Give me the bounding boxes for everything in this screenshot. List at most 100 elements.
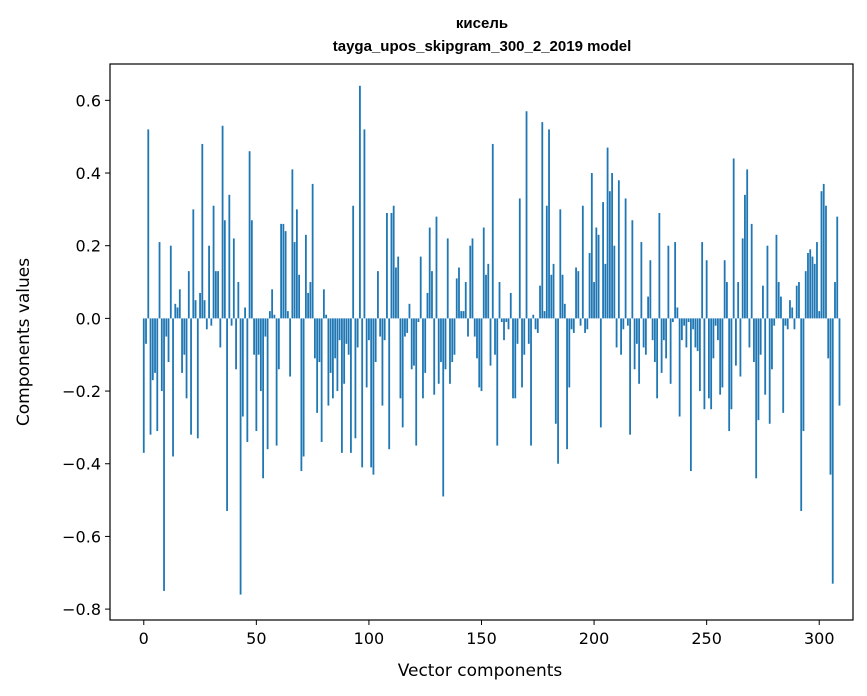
bar (728, 318, 731, 432)
bar (214, 271, 217, 319)
bar (696, 318, 699, 352)
bar (280, 223, 283, 319)
bar (512, 318, 514, 399)
bar (404, 318, 406, 337)
bar (334, 318, 337, 359)
bar (361, 318, 364, 468)
bar (680, 318, 683, 341)
bar (780, 296, 782, 319)
bar (322, 289, 325, 319)
y-tick-label: 0.4 (76, 164, 101, 183)
bar (237, 282, 240, 319)
bar (417, 318, 420, 323)
bar (532, 314, 535, 319)
bar (660, 318, 663, 373)
bar (318, 318, 321, 362)
bar (413, 318, 415, 366)
bar (831, 318, 834, 584)
bar (651, 318, 654, 341)
bar (829, 318, 832, 475)
bar (239, 318, 242, 595)
bar (473, 318, 476, 337)
y-axis: −0.8 −0.6 −0.4 −0.2 0.0 0.2 0.4 0.6 (62, 91, 110, 619)
bar (406, 318, 409, 333)
bar (793, 318, 796, 330)
bar (273, 314, 276, 319)
bar (440, 318, 442, 362)
y-axis-label: Components values (14, 258, 34, 426)
bar (579, 318, 582, 326)
bar (534, 318, 537, 330)
bar (286, 311, 289, 319)
bar (487, 263, 490, 319)
bar (514, 318, 517, 399)
y-tick-label: 0.2 (76, 237, 101, 256)
bar (194, 300, 197, 319)
bar (626, 318, 629, 326)
bar (505, 318, 508, 323)
bar (304, 234, 307, 319)
bar (149, 318, 152, 435)
bar (730, 318, 733, 410)
bar (644, 318, 647, 355)
bar (602, 202, 604, 319)
bar (757, 318, 760, 421)
bar (498, 282, 501, 319)
bar (550, 274, 553, 319)
bar (356, 318, 359, 348)
bar (341, 318, 343, 453)
bar (530, 318, 532, 446)
bar (624, 198, 627, 319)
bar (674, 242, 677, 319)
bar (708, 318, 710, 399)
bar (638, 318, 641, 384)
bar (187, 271, 190, 319)
bar-series (142, 85, 841, 595)
bar (653, 318, 656, 362)
bar (190, 318, 192, 435)
bar (836, 216, 839, 319)
bar (350, 318, 352, 453)
bar (557, 318, 559, 464)
bar (714, 318, 717, 326)
bar (368, 318, 370, 341)
bar (611, 173, 613, 319)
bar (435, 216, 438, 319)
bar (428, 227, 431, 319)
bar (354, 318, 357, 439)
bar (784, 318, 787, 326)
bar (667, 245, 670, 319)
bar (813, 263, 816, 319)
bar (804, 271, 807, 319)
bar (798, 282, 800, 319)
bar (642, 318, 645, 348)
bar (802, 318, 805, 432)
bar (586, 318, 589, 330)
bar (692, 318, 695, 330)
bar (203, 300, 206, 319)
y-tick-label: 0.6 (76, 91, 101, 110)
bar (183, 318, 186, 355)
bar (561, 274, 564, 319)
bar (807, 252, 809, 319)
bar (613, 245, 616, 319)
bar (746, 169, 749, 319)
bar (593, 282, 595, 319)
bar (647, 296, 650, 319)
bar (212, 205, 215, 319)
bar (232, 238, 235, 319)
bar (541, 122, 544, 319)
chart-subtitle: tayga_upos_skipgram_300_2_2019 model (333, 38, 632, 55)
bar (789, 300, 791, 319)
bar (629, 318, 631, 435)
bar (795, 285, 798, 319)
bar (527, 318, 530, 344)
bar (689, 318, 692, 472)
bar (739, 318, 742, 377)
bar (381, 318, 384, 406)
bar (575, 267, 577, 319)
bar (588, 252, 591, 319)
bar (379, 318, 382, 337)
bar (687, 318, 690, 323)
chart-title: кисель (456, 15, 508, 32)
